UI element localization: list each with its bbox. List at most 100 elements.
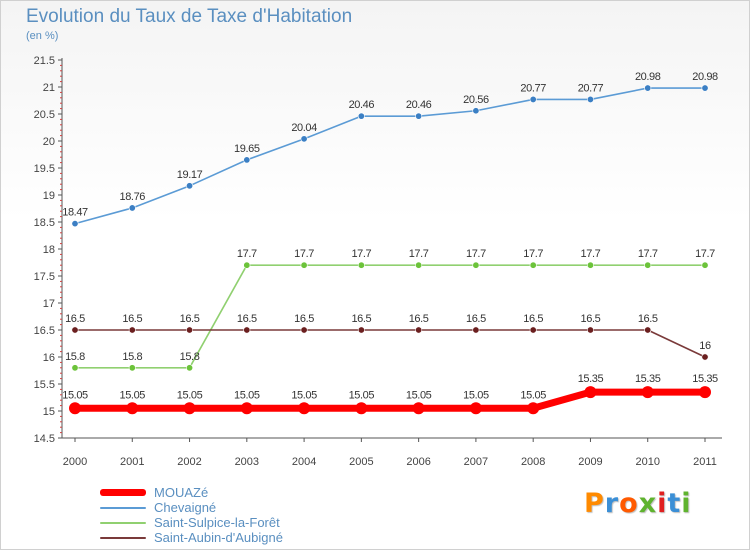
data-label: 15.05 xyxy=(62,389,88,401)
data-point xyxy=(701,84,709,92)
data-label: 18.76 xyxy=(120,191,146,203)
data-label: 16.5 xyxy=(65,313,85,325)
data-point xyxy=(128,364,136,372)
data-label: 15.05 xyxy=(520,389,546,401)
data-point xyxy=(186,364,194,372)
data-point xyxy=(186,182,194,190)
data-label: 15.05 xyxy=(120,389,146,401)
legend-swatch xyxy=(100,521,146,524)
y-tick-label: 21.5 xyxy=(34,55,55,67)
data-label: 15.35 xyxy=(635,373,661,385)
data-label: 16.5 xyxy=(523,313,543,325)
x-tick-label: 2007 xyxy=(464,456,488,468)
proxiti-logo: Proxiti xyxy=(584,488,692,519)
x-tick-label: 2008 xyxy=(521,456,545,468)
data-point xyxy=(357,326,365,334)
data-point xyxy=(472,261,480,269)
y-tick-label: 18.5 xyxy=(34,217,55,229)
data-label: 19.17 xyxy=(177,169,203,181)
data-point xyxy=(240,402,253,415)
y-tick-label: 16.5 xyxy=(34,325,55,337)
data-point xyxy=(584,386,597,399)
x-tick-label: 2000 xyxy=(63,456,87,468)
data-point xyxy=(69,402,81,415)
y-axis-unit-label: (en %) xyxy=(26,30,59,42)
data-label: 15.05 xyxy=(406,389,432,401)
data-label: 17.7 xyxy=(523,248,543,260)
chart-data-labels: 18.47 18.76 19.17 19.65 20.04 20.46 20.46 20.56… xyxy=(62,71,718,401)
data-label: 16.5 xyxy=(180,313,200,325)
y-tick-label: 15 xyxy=(43,406,55,418)
x-tick-label: 2003 xyxy=(235,456,259,468)
data-point xyxy=(71,220,79,228)
data-point xyxy=(186,326,194,334)
data-point xyxy=(586,261,594,269)
data-point xyxy=(298,402,311,415)
x-tick-label: 2004 xyxy=(292,456,316,468)
data-label: 15.8 xyxy=(65,351,85,363)
legend-label: Saint-Sulpice-la-Forêt xyxy=(154,515,280,530)
data-point xyxy=(357,261,365,269)
legend-swatch xyxy=(100,536,146,539)
data-label: 17.7 xyxy=(409,248,429,260)
y-tick-label: 19.5 xyxy=(34,163,55,175)
x-tick-label: 2010 xyxy=(635,456,659,468)
data-point xyxy=(415,326,423,334)
x-tick-label: 2006 xyxy=(406,456,430,468)
y-tick-label: 17 xyxy=(43,298,55,310)
data-label: 15.35 xyxy=(578,373,604,385)
data-label: 19.65 xyxy=(234,143,260,155)
series-line xyxy=(75,264,705,369)
data-point xyxy=(586,95,594,103)
y-tick-label: 15.5 xyxy=(34,379,55,391)
data-point xyxy=(644,84,652,92)
legend-swatch xyxy=(100,506,146,509)
x-tick-label: 2002 xyxy=(177,456,201,468)
x-tick-label: 2011 xyxy=(693,456,717,468)
data-label: 17.7 xyxy=(695,248,715,260)
data-point xyxy=(357,112,365,120)
data-label: 20.46 xyxy=(349,99,375,111)
data-label: 20.77 xyxy=(578,82,604,94)
data-point xyxy=(644,261,652,269)
data-point xyxy=(586,326,594,334)
y-tick-label: 17.5 xyxy=(34,271,55,283)
data-point xyxy=(701,353,709,361)
data-label: 15.05 xyxy=(291,389,317,401)
data-label: 20.77 xyxy=(520,82,546,94)
data-point xyxy=(472,107,480,115)
data-label: 16.5 xyxy=(122,313,142,325)
series-line xyxy=(75,388,705,412)
data-label: 16.5 xyxy=(638,313,658,325)
y-tick-label: 14.5 xyxy=(34,433,55,445)
data-point xyxy=(412,402,425,415)
data-label: 15.05 xyxy=(234,389,260,401)
data-label: 15.05 xyxy=(349,389,375,401)
series-line xyxy=(75,329,706,358)
legend-item: Saint-Sulpice-la-Forêt xyxy=(100,515,283,530)
chart-title: Evolution du Taux de Taxe d'Habitation xyxy=(26,6,353,27)
legend-item: Saint-Aubin-d'Aubigné xyxy=(100,530,283,545)
y-tick-label: 20.5 xyxy=(34,109,55,121)
x-tick-label: 2005 xyxy=(349,456,373,468)
data-point xyxy=(300,326,308,334)
y-tick-label: 21 xyxy=(43,82,55,94)
data-point xyxy=(529,95,537,103)
data-point xyxy=(71,364,79,372)
y-tick-label: 16 xyxy=(43,352,55,364)
y-tick-label: 19 xyxy=(43,190,55,202)
legend-item: MOUAZé xyxy=(100,485,283,500)
data-point xyxy=(243,261,251,269)
data-label: 16.5 xyxy=(466,313,486,325)
data-label: 15.8 xyxy=(180,351,200,363)
data-label: 15.05 xyxy=(177,389,203,401)
data-point xyxy=(472,326,480,334)
data-point xyxy=(355,402,368,415)
data-point xyxy=(644,326,652,334)
data-label: 17.7 xyxy=(466,248,486,260)
data-point xyxy=(243,326,251,334)
chart-series xyxy=(69,84,711,415)
series-line xyxy=(74,87,705,225)
data-label: 20.04 xyxy=(291,122,317,134)
